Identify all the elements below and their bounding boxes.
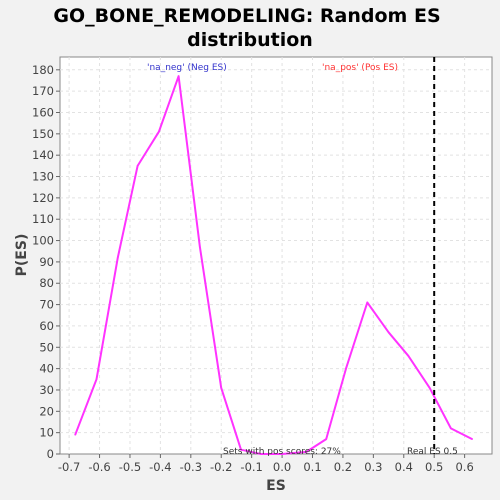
y-tick-label: 180	[32, 63, 54, 77]
x-tick-label: 0.6	[455, 460, 473, 474]
series-point	[428, 387, 431, 389]
x-tick-label: 0.4	[395, 460, 413, 474]
y-axis: 0 10 20 30 40 50 60 70 80 90 100 110 120 130 140 150 160…	[32, 63, 60, 461]
x-tick-label: -0.2	[210, 460, 232, 474]
legend-pos-label: 'na_pos' (Pos ES)	[322, 63, 398, 73]
series-point	[199, 246, 201, 248]
series-point	[240, 448, 242, 451]
x-tick-label: -0.5	[119, 460, 141, 474]
y-tick-label: 40	[39, 362, 54, 376]
x-tick-label: 0.5	[425, 460, 443, 474]
x-tick-label: -0.1	[240, 460, 262, 474]
series-point	[158, 130, 160, 133]
x-tick-label: -0.3	[180, 460, 202, 474]
series-point	[345, 367, 347, 370]
pos-scores-annotation: Sets with pos scores: 27%	[223, 447, 341, 457]
x-tick-label: -0.7	[58, 460, 80, 474]
series-point	[305, 451, 308, 453]
series-point	[74, 433, 77, 436]
series-point	[259, 453, 262, 455]
y-tick-label: 60	[39, 319, 54, 333]
y-axis-label: P(ES)	[14, 234, 30, 277]
y-tick-label: 120	[32, 191, 54, 205]
series-point	[366, 301, 369, 304]
series-point	[177, 75, 180, 78]
series-point	[95, 378, 98, 381]
grid-lines	[60, 57, 492, 454]
y-tick-label: 70	[39, 298, 54, 312]
y-tick-label: 150	[32, 127, 54, 141]
series-point	[220, 387, 223, 389]
series-point	[387, 331, 390, 334]
series-point	[281, 453, 283, 455]
y-tick-label: 130	[32, 170, 54, 184]
y-tick-label: 140	[32, 148, 54, 162]
series-point	[136, 165, 139, 167]
y-tick-label: 30	[39, 383, 54, 397]
series-point	[407, 355, 410, 357]
x-tick-label: 0.1	[303, 460, 321, 474]
legend-neg-label: 'na_neg' (Neg ES)	[147, 63, 227, 73]
y-tick-label: 170	[32, 84, 54, 98]
series-point	[325, 438, 327, 440]
y-tick-label: 110	[32, 212, 54, 226]
series-line	[74, 75, 473, 455]
x-axis-label: ES	[266, 478, 286, 494]
y-tick-label: 90	[39, 255, 54, 269]
x-tick-label: -0.4	[149, 460, 171, 474]
y-tick-label: 160	[32, 105, 54, 119]
plot-area	[59, 56, 493, 455]
x-tick-label: 0.2	[334, 460, 352, 474]
x-tick-label: 0.3	[364, 460, 382, 474]
x-axis: -0.7 -0.6 -0.5 -0.4 -0.3 -0.2 -0.1 0.0 0.1 0.2 0.3…	[58, 454, 474, 474]
series-point	[471, 438, 474, 440]
x-tick-label: 0.0	[273, 460, 291, 474]
y-tick-label: 10	[39, 426, 54, 440]
y-tick-label: 100	[32, 234, 54, 248]
y-tick-label: 0	[47, 447, 54, 461]
y-tick-label: 50	[39, 340, 54, 354]
y-tick-label: 80	[39, 276, 54, 290]
x-tick-label: -0.6	[88, 460, 110, 474]
series-point	[450, 427, 452, 430]
series-point	[117, 256, 119, 259]
chart-title-line-1: GO_BONE_REMODELING: Random ES	[53, 5, 440, 27]
series-layer	[74, 75, 474, 455]
real-es-label: Real ES 0.5	[407, 447, 458, 457]
chart-title-line-2: distribution	[187, 29, 313, 51]
y-tick-label: 20	[39, 404, 54, 418]
